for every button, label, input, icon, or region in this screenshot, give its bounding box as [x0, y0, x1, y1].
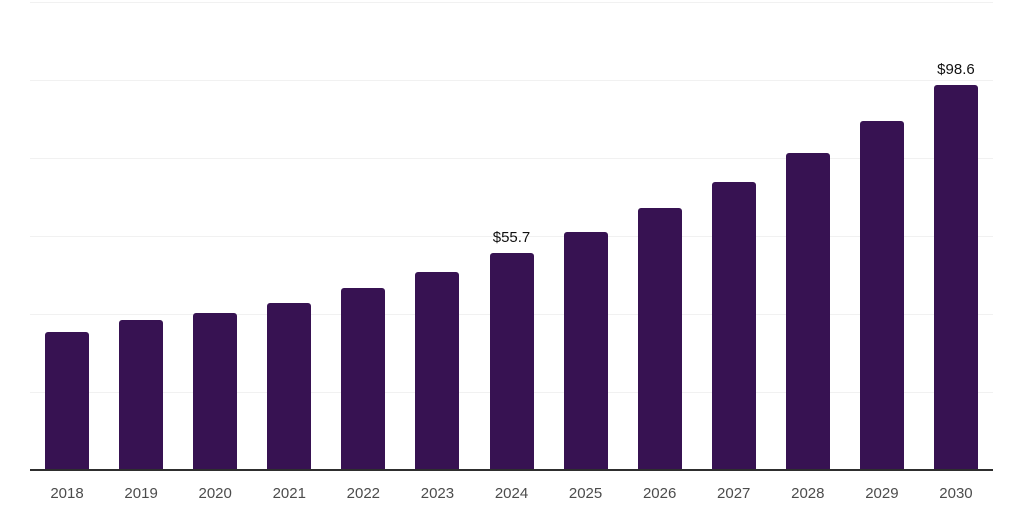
- x-tick-2029: 2029: [865, 485, 899, 502]
- value-label-2030: $98.6: [937, 61, 975, 79]
- bar-2018: [45, 332, 90, 469]
- bar-2025: [563, 232, 608, 469]
- value-label-2024: $55.7: [492, 228, 531, 246]
- bar-2020: [193, 312, 238, 469]
- x-tick-2018: 2018: [50, 485, 84, 502]
- x-tick-2019: 2019: [124, 485, 158, 502]
- x-tick-2024: 2024: [494, 485, 529, 502]
- x-tick-2022: 2022: [346, 485, 381, 502]
- bar-2022: [341, 288, 386, 469]
- x-tick-2021: 2021: [272, 485, 306, 502]
- bar-2027: [711, 182, 756, 469]
- x-tick-2030: 2030: [939, 485, 973, 502]
- x-tick-2028: 2028: [791, 485, 825, 502]
- bar-2024: [489, 252, 534, 469]
- bar-2026: [637, 207, 682, 469]
- x-axis-line: [30, 469, 993, 471]
- gridline-100: [30, 79, 993, 81]
- x-tick-2020: 2020: [198, 485, 232, 502]
- gridline-120: [30, 1, 993, 3]
- bar-2029: [859, 121, 904, 469]
- bar-2028: [785, 153, 830, 469]
- x-tick-2025: 2025: [568, 485, 603, 502]
- bar-2030: [933, 85, 978, 469]
- x-tick-2026: 2026: [642, 485, 677, 502]
- x-tick-2023: 2023: [420, 485, 455, 502]
- bar-2023: [415, 271, 460, 469]
- bar-2019: [119, 320, 164, 469]
- bar-2021: [267, 302, 312, 469]
- x-tick-2027: 2027: [717, 485, 751, 502]
- gridline-80: [30, 157, 993, 159]
